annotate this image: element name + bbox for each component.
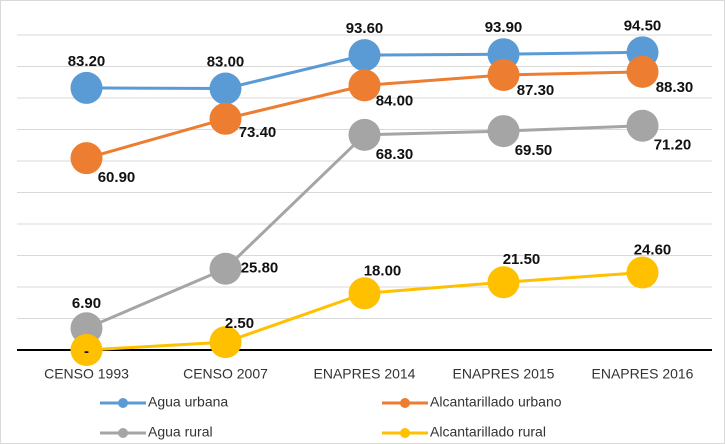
data-label: 2.50: [225, 315, 254, 332]
data-label: 60.90: [98, 169, 136, 186]
data-point: [626, 256, 659, 289]
data-label: 68.30: [376, 146, 414, 163]
data-point: [348, 277, 381, 310]
x-tick-label: ENAPRES 2016: [592, 366, 694, 382]
data-label: 24.60: [634, 241, 672, 258]
data-label: 93.60: [346, 20, 384, 37]
legend-label: Alcantarillado rural: [430, 424, 546, 440]
data-label: -: [84, 343, 89, 360]
legend-label: Agua rural: [148, 424, 213, 440]
data-label: 83.20: [68, 53, 106, 70]
data-point: [70, 71, 103, 104]
data-label: 25.80: [241, 260, 279, 277]
data-label: 21.50: [503, 251, 541, 268]
data-point: [70, 334, 103, 366]
data-point: [487, 266, 520, 299]
data-point: [626, 55, 659, 88]
data-point: [487, 59, 520, 92]
data-label: 69.50: [515, 142, 553, 159]
x-tick-label: CENSO 2007: [183, 366, 268, 382]
data-label: 87.30: [517, 82, 555, 99]
data-point: [209, 102, 242, 135]
data-point: [348, 118, 381, 151]
data-label: 88.30: [656, 79, 694, 96]
data-label: 71.20: [654, 137, 692, 154]
legend-label: Agua urbana: [148, 394, 228, 410]
legend-marker: [118, 398, 128, 408]
data-point: [626, 109, 659, 142]
data-point: [348, 39, 381, 72]
data-point: [487, 115, 520, 148]
data-label: 93.90: [485, 19, 523, 36]
data-point: [209, 72, 242, 105]
data-point: [209, 252, 242, 285]
x-tick-label: ENAPRES 2015: [453, 366, 555, 382]
data-label: 83.00: [207, 54, 245, 71]
data-label: 6.90: [72, 295, 101, 312]
data-label: 73.40: [239, 124, 277, 141]
data-point: [209, 326, 242, 359]
x-tick-label: CENSO 1993: [44, 366, 129, 382]
legend-marker: [400, 398, 410, 408]
legend-marker: [400, 428, 410, 438]
x-tick-label: ENAPRES 2014: [314, 366, 416, 382]
data-point: [70, 142, 103, 175]
data-label: 18.00: [364, 262, 402, 279]
data-label: 84.00: [376, 92, 414, 109]
legend-marker: [118, 428, 128, 438]
data-point: [348, 69, 381, 102]
data-label: 94.50: [624, 17, 662, 34]
legend-label: Alcantarillado urbano: [430, 394, 562, 410]
